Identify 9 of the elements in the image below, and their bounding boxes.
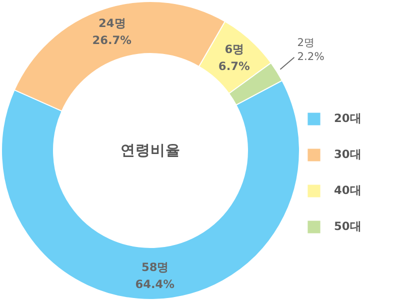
data-label: 24명 26.7% (92, 16, 132, 48)
legend-label: 20대 (334, 111, 361, 126)
data-label: 58명 64.4% (135, 260, 175, 291)
data-label: 2명 2.2% (297, 36, 324, 64)
legend-label: 30대 (334, 147, 361, 162)
legend-label: 40대 (334, 183, 361, 198)
legend-label: 50대 (334, 219, 361, 234)
text: 연령비율 (120, 142, 180, 159)
data-label: 6명 6.7% (218, 42, 250, 74)
